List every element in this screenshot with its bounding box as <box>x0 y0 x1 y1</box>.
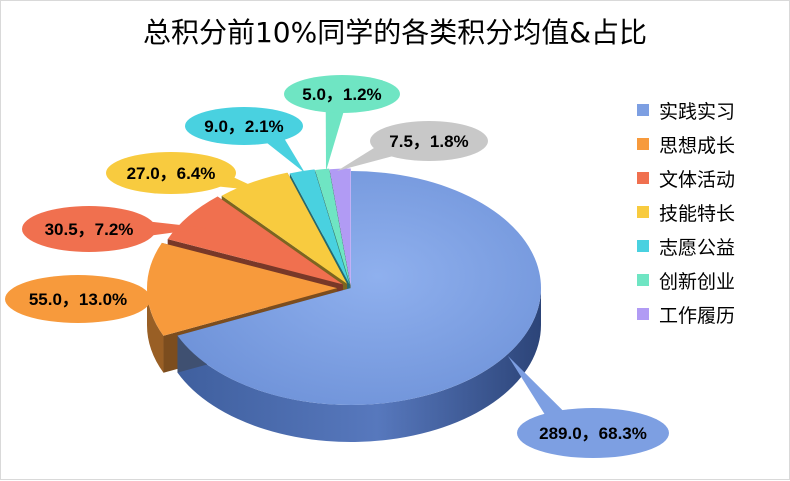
pie-side-ideology <box>147 288 164 373</box>
chart-legend: 实践实习 思想成长 文体活动 技能特长 志愿公益 创新创业 工作履历 <box>637 93 735 331</box>
legend-item-work-history: 工作履历 <box>637 297 735 331</box>
pie-slice-sports-arts <box>167 196 343 285</box>
legend-label-ideology: 思想成长 <box>659 134 736 157</box>
callout-ideology: 55.0，13.0% <box>5 275 169 323</box>
data-label-ideology: 55.0，13.0% <box>29 290 127 309</box>
legend-swatch-practice <box>637 104 649 116</box>
data-label-work-history: 7.5，1.8% <box>389 132 468 151</box>
chart-title: 总积分前10%同学的各类积分均值&占比 <box>142 16 648 49</box>
legend-item-ideology: 思想成长 <box>637 127 735 161</box>
callout-bubble-ideology <box>5 275 151 323</box>
legend-swatch-volunteer <box>637 240 649 252</box>
callout-bubble-volunteer <box>185 107 303 145</box>
callout-work-history: 7.5，1.8% <box>337 121 488 171</box>
callout-bubble-skills <box>106 152 236 194</box>
legend-swatch-innovation <box>637 274 649 286</box>
legend-item-innovation: 创新创业 <box>637 263 735 297</box>
pie-slice-work-history <box>329 168 351 286</box>
legend-item-volunteer: 志愿公益 <box>637 229 735 263</box>
data-label-innovation: 5.0，1.2% <box>302 85 381 104</box>
legend-label-volunteer: 志愿公益 <box>659 236 736 259</box>
legend-label-innovation: 创新创业 <box>659 270 736 293</box>
callout-sports-arts: 30.5，7.2% <box>22 206 207 252</box>
callout-practice: 289.0，68.3% <box>508 356 669 458</box>
legend-swatch-sports-arts <box>637 172 649 184</box>
legend-label-skills: 技能特长 <box>659 202 736 225</box>
data-label-skills: 27.0，6.4% <box>127 164 216 183</box>
legend-label-sports-arts: 文体活动 <box>659 168 736 191</box>
callout-bubble-innovation <box>284 75 400 113</box>
pie-slice-innovation <box>315 168 351 285</box>
callout-bubble-sports-arts <box>22 206 156 252</box>
pie-slice-volunteer <box>289 169 350 285</box>
data-label-practice: 289.0，68.3% <box>539 424 647 443</box>
callout-bubble-practice <box>517 408 669 458</box>
legend-label-practice: 实践实习 <box>659 100 736 123</box>
callout-volunteer: 9.0，2.1% <box>185 107 305 173</box>
legend-item-sports-arts: 文体活动 <box>637 161 735 195</box>
pie-slice-skills <box>221 172 348 284</box>
legend-item-skills: 技能特长 <box>637 195 735 229</box>
callout-pointer-innovation <box>325 102 346 171</box>
callout-bubble-work-history <box>370 121 488 161</box>
pie-slice-ideology <box>147 242 338 336</box>
legend-label-work-history: 工作履历 <box>659 304 736 327</box>
data-label-volunteer: 9.0，2.1% <box>204 117 283 136</box>
legend-swatch-work-history <box>637 308 649 320</box>
legend-swatch-ideology <box>637 138 649 150</box>
legend-item-practice: 实践实习 <box>637 93 735 127</box>
legend-swatch-skills <box>637 206 649 218</box>
callout-skills: 27.0，6.4% <box>106 152 263 194</box>
callout-innovation: 5.0，1.2% <box>284 75 400 171</box>
data-label-sports-arts: 30.5，7.2% <box>45 220 134 239</box>
pie-slice-practice <box>177 171 541 405</box>
pie-side-practice <box>177 288 541 443</box>
